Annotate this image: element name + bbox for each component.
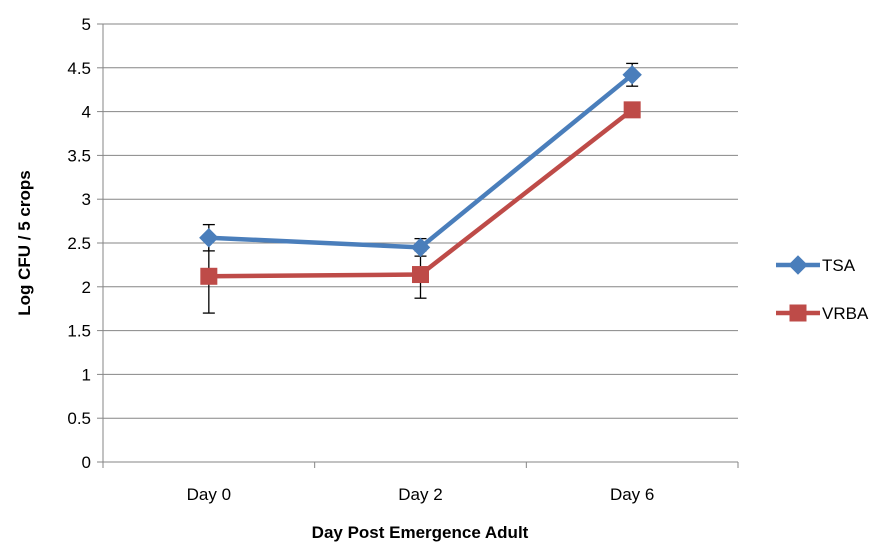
data-point-vrba	[200, 267, 218, 285]
y-tick-label: 3.5	[67, 146, 91, 165]
y-tick-label: 5	[82, 15, 91, 34]
y-tick-labels: 0 0.5 1 1.5 2 2.5 3 3.5 4 4.5 5	[67, 15, 91, 472]
legend-marker-tsa	[788, 255, 808, 275]
y-axis-title: Log CFU / 5 crops	[15, 170, 34, 315]
y-tick-label: 4	[82, 103, 91, 122]
series-markers	[199, 65, 642, 285]
y-tick-label: 2	[82, 278, 91, 297]
legend-label-tsa: TSA	[822, 256, 856, 275]
y-tick-label: 1	[82, 365, 91, 384]
x-tick-label: Day 2	[398, 485, 442, 504]
y-tick-label: 1.5	[67, 322, 91, 341]
gridlines	[103, 23, 738, 419]
x-tick-label: Day 6	[610, 485, 654, 504]
y-tick-label: 0	[82, 453, 91, 472]
legend: TSA VRBA	[776, 255, 869, 323]
data-point-vrba	[412, 266, 429, 284]
data-point-tsa	[622, 65, 642, 85]
y-tick-label: 2.5	[67, 234, 91, 253]
data-point-vrba	[623, 101, 641, 119]
axes	[97, 23, 739, 468]
x-tick-labels: Day 0 Day 2 Day 6	[187, 485, 655, 504]
y-tick-label: 4.5	[67, 59, 91, 78]
legend-label-vrba: VRBA	[822, 304, 869, 323]
data-point-tsa	[199, 228, 219, 248]
y-tick-label: 3	[82, 190, 91, 209]
data-point-tsa	[410, 237, 431, 258]
y-tick-label: 0.5	[67, 409, 91, 428]
legend-marker-vrba	[789, 304, 807, 322]
x-tick-label: Day 0	[187, 485, 231, 504]
x-axis-title: Day Post Emergence Adult	[312, 523, 529, 542]
